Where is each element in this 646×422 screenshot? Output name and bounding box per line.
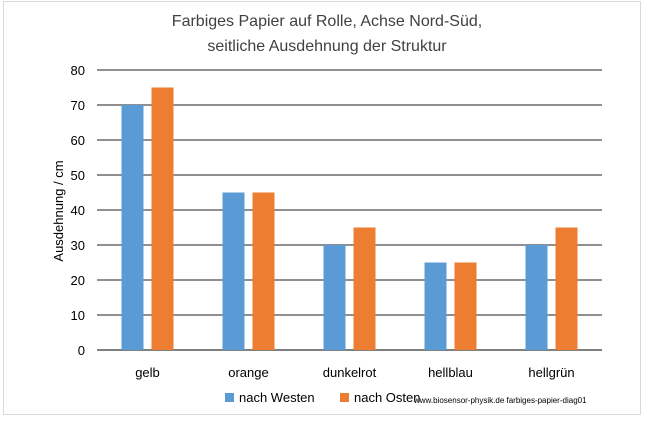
x-tick-labels: gelb orange dunkelrot hellblau hellgrün: [135, 365, 574, 380]
bar-dunkelrot-east: [353, 227, 376, 350]
x-tick-label: orange: [228, 365, 268, 380]
chart-title-line-2: seitliche Ausdehnung der Struktur: [207, 38, 447, 55]
legend-swatch-west: [225, 393, 234, 402]
bars: [121, 87, 578, 350]
credit-text: www.biosensor-physik.de farbiges-papier-…: [413, 396, 587, 405]
x-tick-label: hellblau: [428, 365, 473, 380]
bar-gelb-east: [151, 87, 174, 350]
x-tick-label: hellgrün: [528, 365, 574, 380]
bar-hellblau-west: [424, 262, 447, 350]
bar-hellgrün-west: [525, 245, 548, 350]
bar-orange-west: [222, 192, 245, 350]
legend-label-east: nach Osten: [354, 390, 421, 405]
y-tick-label: 70: [71, 98, 85, 113]
bar-gelb-west: [121, 105, 144, 350]
y-tick-label: 0: [78, 343, 85, 358]
bar-orange-east: [252, 192, 275, 350]
chart-title-line-1: Farbiges Papier auf Rolle, Achse Nord-Sü…: [172, 13, 482, 30]
legend-label-west: nach Westen: [239, 390, 315, 405]
x-tick-label: dunkelrot: [323, 365, 377, 380]
y-tick-labels: 0 10 20 30 40 50 60 70 80: [71, 63, 85, 358]
bar-hellgrün-east: [555, 227, 578, 350]
gridlines: [97, 69, 602, 351]
y-tick-label: 20: [71, 273, 85, 288]
legend: nach Westen nach Osten: [225, 390, 421, 405]
bar-dunkelrot-west: [323, 245, 346, 350]
y-axis-label: Ausdehnung / cm: [51, 160, 66, 261]
y-tick-label: 40: [71, 203, 85, 218]
y-tick-label: 50: [71, 168, 85, 183]
y-tick-label: 80: [71, 63, 85, 78]
legend-swatch-east: [340, 393, 349, 402]
y-tick-label: 30: [71, 238, 85, 253]
x-tick-label: gelb: [135, 365, 160, 380]
y-tick-label: 60: [71, 133, 85, 148]
y-tick-label: 10: [71, 308, 85, 323]
bar-hellblau-east: [454, 262, 477, 350]
